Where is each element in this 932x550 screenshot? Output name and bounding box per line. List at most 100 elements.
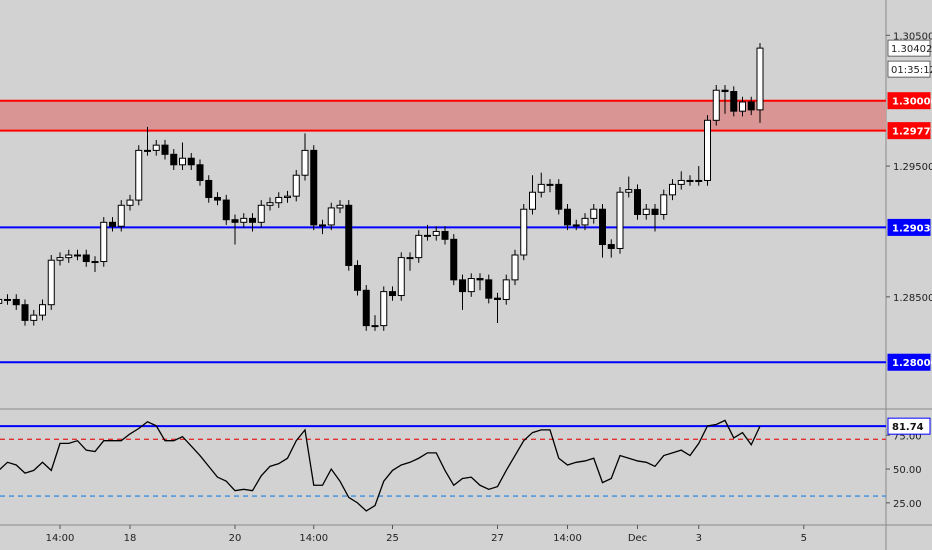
level-label-box	[887, 353, 931, 371]
candle-body	[205, 179, 213, 198]
candle-body	[362, 289, 370, 327]
candle-body	[109, 221, 116, 227]
candle-body	[4, 298, 11, 301]
candle-body	[467, 278, 475, 293]
candle-body	[677, 179, 685, 185]
level-label-box	[887, 417, 931, 435]
x-tick-label: 18	[124, 533, 137, 544]
candle-body	[494, 297, 501, 300]
candle-body	[65, 254, 73, 259]
candle-body	[249, 217, 256, 223]
candle-body	[0, 298, 3, 304]
candle-body	[555, 183, 563, 210]
candle-body	[730, 91, 738, 112]
candle-body	[231, 219, 239, 223]
x-tick-label: 14:00	[299, 533, 328, 544]
candle-body	[336, 204, 344, 209]
x-tick-label: 14:00	[46, 533, 75, 544]
last-price-box	[887, 39, 931, 57]
zone	[0, 100, 886, 131]
candle-body	[74, 254, 81, 257]
candle-body	[319, 224, 326, 227]
candle-body	[47, 259, 55, 306]
candle-body	[266, 202, 274, 206]
indicator-line	[0, 419, 761, 512]
candle-body	[459, 279, 466, 293]
candle-body	[450, 238, 458, 281]
x-tick-label: 20	[229, 533, 242, 544]
candle-body	[695, 179, 703, 182]
candle-body	[214, 196, 221, 201]
candle-body	[257, 204, 265, 223]
candle-body	[389, 291, 396, 297]
candle-body	[415, 234, 423, 259]
candle-body	[100, 221, 108, 263]
y-tick-label: 50.00	[893, 465, 922, 476]
y-tick-label: 1.28500	[893, 293, 932, 304]
candle-body	[721, 89, 729, 93]
level-label: 1.30000	[892, 97, 932, 108]
candle-body	[117, 204, 125, 227]
y-tick-label: 75.00	[893, 431, 922, 442]
candle-body	[292, 174, 300, 197]
x-tick-label: 5	[801, 533, 807, 544]
candle-body	[39, 304, 46, 316]
candle-body	[56, 257, 64, 261]
candle-body	[240, 217, 248, 223]
candle-body	[222, 199, 230, 221]
candle-body	[284, 195, 291, 198]
candle-body	[476, 278, 484, 281]
candle-body	[564, 208, 571, 226]
candle-body	[590, 208, 598, 219]
y-tick-label: 25.00	[893, 499, 922, 510]
candle-body	[756, 47, 764, 111]
candle-body	[599, 208, 606, 246]
candle-body	[135, 149, 143, 201]
candle-body	[380, 291, 388, 327]
candle-body	[441, 230, 449, 240]
candle-body	[747, 101, 755, 111]
last-price-label: 1.30402	[891, 44, 932, 55]
candle-body	[529, 191, 536, 210]
candle-body	[520, 208, 528, 256]
candle-body	[634, 189, 641, 215]
candle-body	[152, 144, 160, 151]
x-tick-label: Dec	[628, 533, 647, 544]
candle-body	[126, 199, 134, 206]
candle-body	[625, 189, 633, 193]
candle-body	[572, 224, 580, 227]
candle-body	[502, 279, 510, 300]
candle-body	[712, 89, 720, 121]
candle-body	[485, 279, 493, 299]
level-label-box	[887, 92, 931, 110]
candle-body	[187, 157, 195, 166]
level-label-box	[887, 122, 931, 140]
candle-body	[397, 257, 405, 297]
candle-body	[432, 230, 440, 236]
candle-body	[12, 298, 20, 306]
candle-body	[196, 164, 204, 181]
candle-body	[161, 144, 169, 155]
candle-body	[581, 217, 589, 226]
y-tick-label: 1.29500	[893, 162, 932, 173]
countdown-box	[887, 60, 931, 78]
level-label-box	[887, 218, 931, 236]
candle-body	[537, 183, 545, 193]
x-tick-label: 25	[386, 533, 399, 544]
candle-body	[371, 325, 379, 328]
x-tick-label: 27	[491, 533, 504, 544]
candle-body	[616, 191, 624, 249]
candle-body	[327, 207, 335, 226]
candle-body	[704, 119, 711, 181]
candle-body	[406, 257, 414, 260]
candle-body	[275, 196, 283, 204]
countdown-label: 01:35:12	[891, 65, 932, 76]
candle-body	[91, 261, 99, 264]
candle-body	[546, 183, 554, 186]
